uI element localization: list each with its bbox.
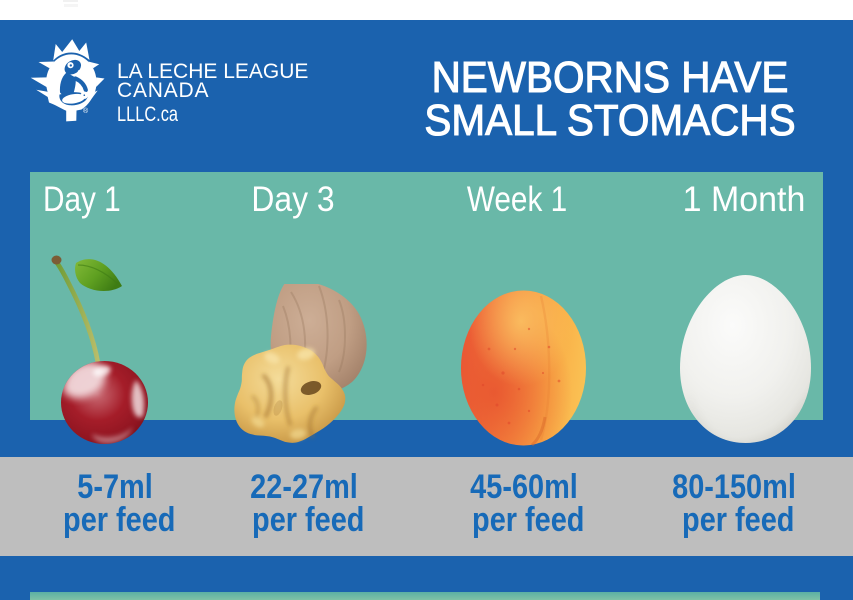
- svg-text:®: ®: [83, 107, 89, 115]
